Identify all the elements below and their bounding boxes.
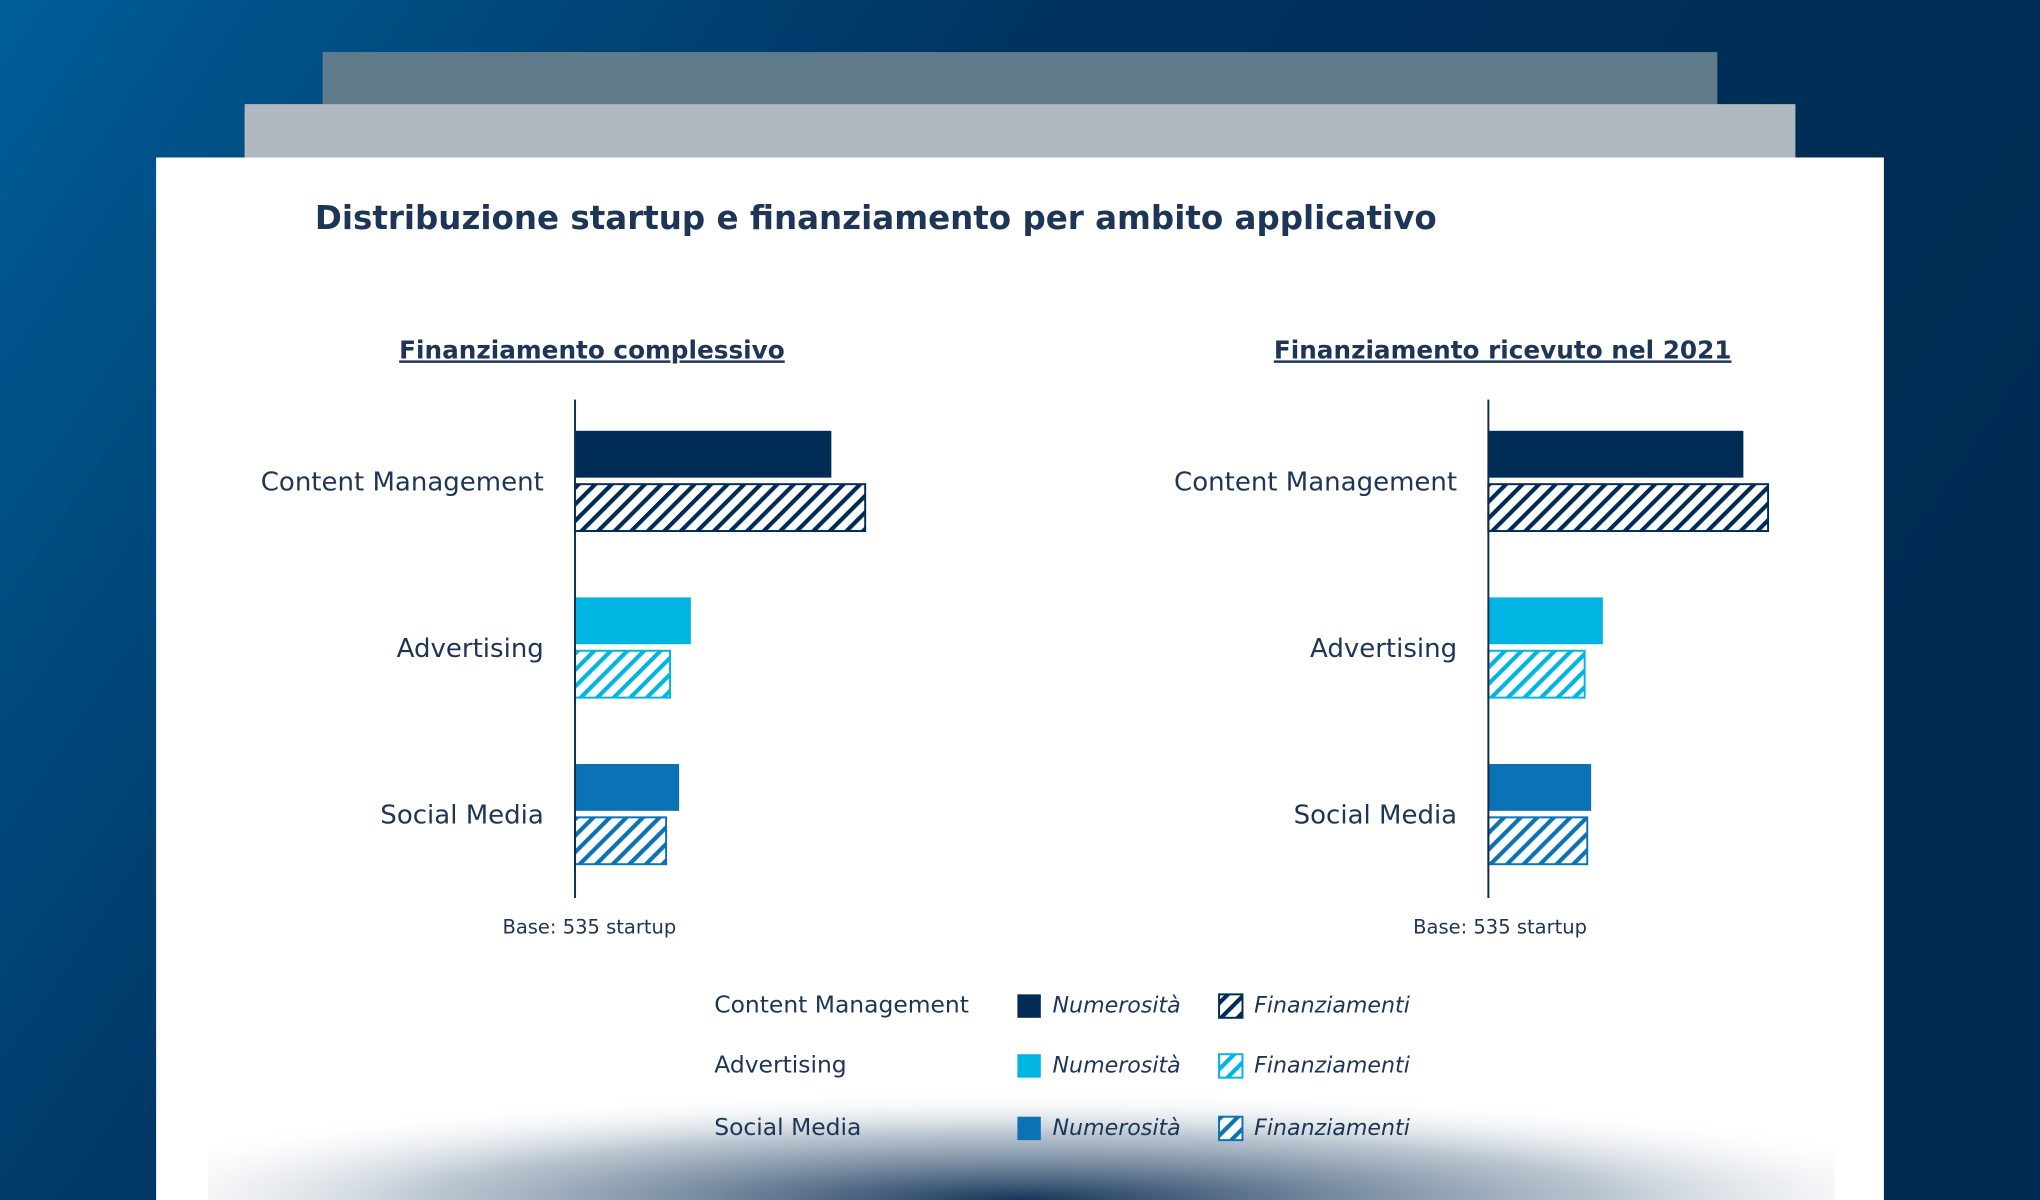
legend-swatch xyxy=(1017,1116,1041,1141)
bar xyxy=(1488,763,1592,811)
bar xyxy=(575,763,680,811)
legend-category: Social Media xyxy=(714,1113,861,1141)
chart-title: Finanziamento complessivo xyxy=(399,335,785,364)
legend-label: Finanziamenti xyxy=(1254,993,1411,1019)
card-back xyxy=(322,52,1718,106)
legend-label: Finanziamenti xyxy=(1254,1052,1411,1078)
base-note: Base: 535 startup xyxy=(502,915,676,938)
bar-hatched xyxy=(1487,649,1586,699)
category-label: Social Media xyxy=(1294,801,1458,831)
base-note: Base: 535 startup xyxy=(1413,915,1587,938)
category-label: Social Media xyxy=(380,801,544,831)
legend-swatch xyxy=(1218,1115,1244,1142)
charts: Finanziamento complessivo Content Managem… xyxy=(261,335,1770,938)
legend-label: Numerosità xyxy=(1053,1115,1181,1141)
legend-label: Numerosità xyxy=(1053,993,1181,1019)
legend-swatch xyxy=(1218,1053,1244,1079)
legend-swatch xyxy=(1218,993,1244,1019)
category-label: Content Management xyxy=(261,467,544,497)
chart-title: Finanziamento ricevuto nel 2021 xyxy=(1274,335,1732,364)
legend-label: Finanziamenti xyxy=(1254,1115,1411,1141)
bar-hatched xyxy=(574,649,672,699)
bar-hatched xyxy=(1487,816,1589,866)
category-label: Content Management xyxy=(1174,467,1457,497)
category-label: Advertising xyxy=(1310,634,1457,664)
bar-hatched xyxy=(1487,483,1770,532)
legend-category: Content Management xyxy=(714,991,969,1019)
legend-category: Advertising xyxy=(714,1050,846,1078)
category-label: Advertising xyxy=(397,634,544,664)
legend-label: Numerosità xyxy=(1053,1052,1181,1078)
page-title: Distribuzione startup e finanziamento pe… xyxy=(315,199,1437,237)
bar-hatched xyxy=(574,483,867,532)
bar-hatched xyxy=(574,816,668,866)
legend-swatch xyxy=(1017,1054,1041,1078)
card-middle xyxy=(244,104,1796,158)
legend-swatch xyxy=(1017,994,1041,1018)
bar xyxy=(575,597,691,645)
bar xyxy=(1488,597,1603,645)
legend: Content Management Numerosità Finanziament… xyxy=(714,991,1411,1142)
bar xyxy=(1488,430,1744,478)
bar xyxy=(575,430,832,478)
bottom-fade xyxy=(208,1015,1835,1200)
